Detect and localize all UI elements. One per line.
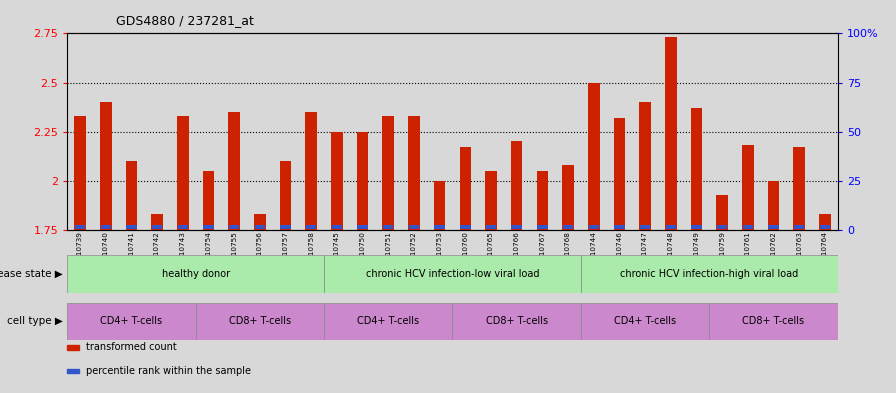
- Bar: [357, 132, 368, 230]
- Bar: [460, 147, 471, 230]
- Text: transformed count: transformed count: [86, 342, 177, 353]
- Bar: [280, 161, 291, 230]
- Bar: [461, 225, 470, 229]
- Bar: [666, 225, 676, 229]
- Bar: [820, 225, 830, 229]
- Bar: [280, 225, 290, 229]
- Bar: [710, 303, 838, 340]
- Bar: [332, 132, 342, 230]
- Bar: [324, 255, 581, 293]
- Bar: [125, 161, 137, 230]
- Bar: [819, 214, 831, 230]
- Text: CD8+ T-cells: CD8+ T-cells: [228, 316, 291, 326]
- Bar: [67, 303, 195, 340]
- Bar: [538, 225, 547, 229]
- Bar: [691, 108, 702, 230]
- Bar: [203, 225, 213, 229]
- Bar: [742, 145, 754, 230]
- Bar: [332, 225, 342, 229]
- Bar: [563, 225, 573, 229]
- Bar: [615, 225, 625, 229]
- Bar: [409, 225, 419, 229]
- Bar: [409, 116, 419, 230]
- Bar: [537, 171, 548, 230]
- Bar: [512, 225, 521, 229]
- Text: GDS4880 / 237281_at: GDS4880 / 237281_at: [116, 14, 254, 27]
- Bar: [254, 225, 265, 229]
- Bar: [228, 112, 240, 230]
- Bar: [177, 225, 188, 229]
- Bar: [717, 195, 728, 230]
- Text: chronic HCV infection-low viral load: chronic HCV infection-low viral load: [366, 269, 539, 279]
- Bar: [743, 225, 753, 229]
- Bar: [152, 225, 162, 229]
- Bar: [486, 171, 496, 230]
- Bar: [434, 181, 445, 230]
- Text: percentile rank within the sample: percentile rank within the sample: [86, 366, 251, 376]
- Bar: [383, 116, 394, 230]
- Bar: [581, 255, 838, 293]
- Bar: [358, 225, 367, 229]
- Text: CD8+ T-cells: CD8+ T-cells: [743, 316, 805, 326]
- Bar: [581, 303, 710, 340]
- Text: healthy donor: healthy donor: [161, 269, 229, 279]
- Bar: [324, 303, 452, 340]
- Bar: [563, 165, 573, 230]
- Bar: [100, 102, 111, 230]
- Text: CD8+ T-cells: CD8+ T-cells: [486, 316, 547, 326]
- Bar: [511, 141, 522, 230]
- Text: disease state ▶: disease state ▶: [0, 269, 63, 279]
- Bar: [202, 171, 214, 230]
- Text: CD4+ T-cells: CD4+ T-cells: [358, 316, 419, 326]
- Text: CD4+ T-cells: CD4+ T-cells: [100, 316, 162, 326]
- Bar: [794, 225, 805, 229]
- Bar: [692, 225, 702, 229]
- Bar: [640, 102, 650, 230]
- Bar: [435, 225, 444, 229]
- Text: CD4+ T-cells: CD4+ T-cells: [614, 316, 676, 326]
- Bar: [768, 181, 780, 230]
- Bar: [614, 118, 625, 230]
- Text: chronic HCV infection-high viral load: chronic HCV infection-high viral load: [620, 269, 798, 279]
- Bar: [126, 225, 136, 229]
- Text: cell type ▶: cell type ▶: [7, 316, 63, 326]
- Bar: [306, 112, 317, 230]
- Bar: [383, 225, 393, 229]
- Bar: [74, 116, 86, 230]
- Bar: [588, 83, 599, 230]
- Bar: [151, 214, 163, 230]
- Bar: [486, 225, 496, 229]
- Bar: [177, 116, 188, 230]
- Bar: [306, 225, 316, 229]
- Bar: [769, 225, 779, 229]
- Bar: [794, 147, 805, 230]
- Bar: [100, 225, 111, 229]
- Bar: [67, 255, 324, 293]
- Bar: [229, 225, 239, 229]
- Bar: [665, 37, 676, 230]
- Bar: [254, 214, 265, 230]
- Bar: [75, 225, 85, 229]
- Bar: [589, 225, 599, 229]
- Bar: [717, 225, 728, 229]
- Bar: [640, 225, 650, 229]
- Bar: [452, 303, 581, 340]
- Bar: [195, 303, 324, 340]
